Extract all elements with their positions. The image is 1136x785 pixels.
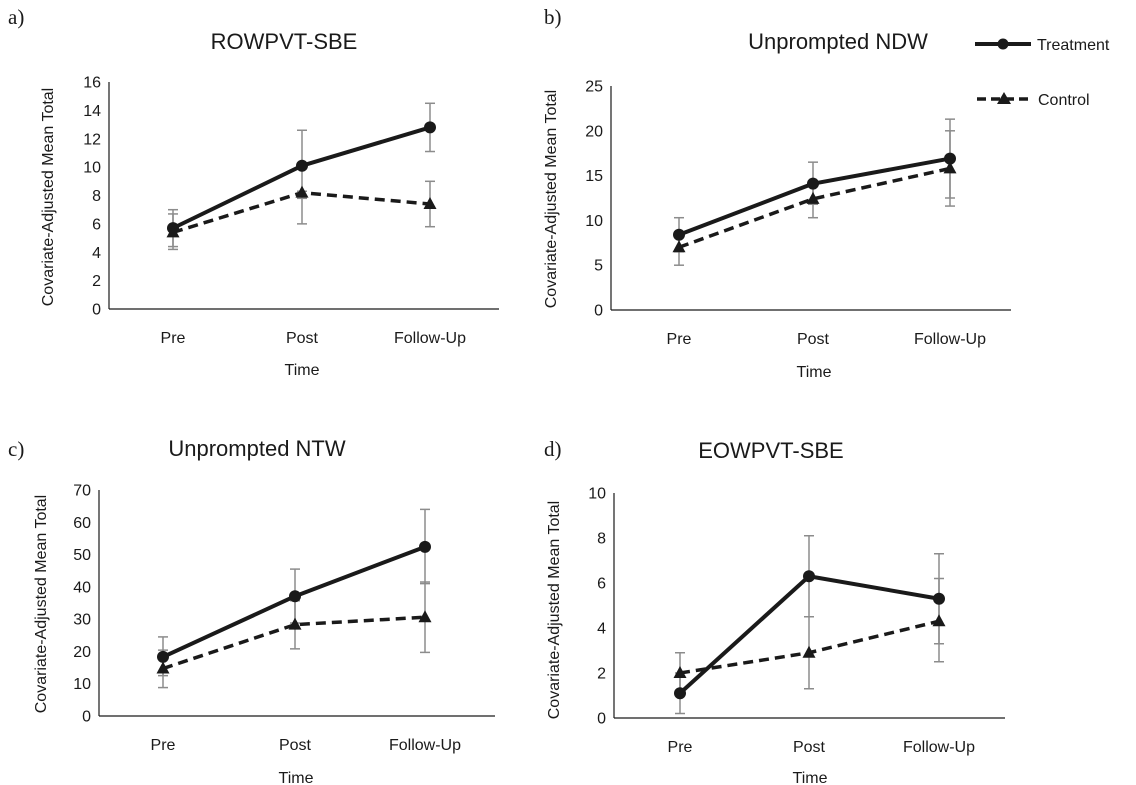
panel-c-control-point: [418, 610, 432, 623]
panel-b-y-axis-title: Covariate-Adjusted Mean Total: [543, 90, 560, 309]
panel-b-treatment-point: [944, 152, 956, 165]
panel-a-treatment-point: [296, 159, 308, 172]
panel-c: c) Unprompted NTW Covariate-Adjusted Mea…: [8, 436, 495, 785]
panel-a-x-axis-title: Time: [285, 362, 320, 379]
panel-b-y-tick-label: 15: [585, 168, 603, 185]
panel-c-control-point: [288, 617, 302, 630]
panel-b-y-tick-label: 5: [594, 258, 603, 275]
legend-treatment-marker: [997, 38, 1009, 50]
panel-c-control-line: [162, 615, 426, 671]
panel-a-y-tick-label: 14: [83, 103, 101, 120]
panel-c-y-tick-label: 0: [82, 709, 91, 726]
panel-d-title: EOWPVT-SBE: [698, 438, 843, 463]
panel-b-x-tick-label: Post: [797, 331, 830, 348]
legend: Treatment Control: [975, 37, 1110, 109]
panel-a-x-tick-label: Pre: [161, 330, 186, 347]
panel-d-y-tick-label: 6: [597, 576, 606, 593]
panel-b-x-axis-title: Time: [797, 364, 832, 381]
panel-b-y-tick-label: 25: [585, 79, 603, 96]
panel-a-y-tick-label: 8: [92, 188, 101, 205]
panel-a: a) ROWPVT-SBE Covariate-Adjusted Mean To…: [8, 5, 499, 379]
panel-c-y-tick-label: 20: [73, 644, 91, 661]
panel-b-y-tick-label: 10: [585, 213, 603, 230]
legend-control-marker: [997, 92, 1011, 104]
panel-a-control-point: [166, 225, 180, 238]
panel-d-plot: 0 2 4 6 8 10 Pre Post Follow-Up: [588, 486, 1005, 756]
panel-d-y-tick-label: 8: [597, 531, 606, 548]
panel-d-y-tick-label: 0: [597, 711, 606, 728]
panel-d-x-tick-label: Follow-Up: [903, 739, 975, 756]
panel-a-control-point: [295, 185, 309, 198]
panel-a-y-tick-label: 16: [83, 75, 101, 92]
panel-a-x-tick-label: Post: [286, 330, 319, 347]
panel-c-label: c): [8, 437, 24, 461]
panel-b-control-point: [806, 191, 820, 204]
panel-d-y-tick-label: 4: [597, 621, 606, 638]
panel-d-y-tick-label: 10: [588, 486, 606, 503]
panel-b-control-point: [943, 161, 957, 174]
panel-d-x-tick-label: Post: [793, 739, 826, 756]
legend-treatment-label: Treatment: [1037, 37, 1110, 54]
panel-c-treatment-point: [157, 650, 169, 663]
panel-c-plot: 0 10 20 30 40 50 60 70 Pre Post Follow-Up: [73, 483, 495, 754]
legend-control-label: Control: [1038, 92, 1090, 109]
panel-c-y-tick-label: 50: [73, 547, 91, 564]
panel-c-y-tick-label: 40: [73, 579, 91, 596]
panel-d-treatment-point: [803, 570, 815, 583]
panel-c-y-tick-label: 10: [73, 676, 91, 693]
panel-a-x-tick-label: Follow-Up: [394, 330, 466, 347]
panel-b-title: Unprompted NDW: [748, 29, 928, 54]
panel-c-x-tick-label: Post: [279, 737, 312, 754]
panel-d-label: d): [544, 437, 562, 461]
panel-b-y-tick-label: 0: [594, 303, 603, 320]
panel-c-y-tick-label: 70: [73, 483, 91, 500]
panel-c-treatment-point: [419, 540, 431, 553]
panel-d-treatment-point: [933, 592, 945, 605]
panel-b-control-point: [672, 240, 686, 253]
panel-d: d) EOWPVT-SBE Covariate-Adjusted Mean To…: [544, 437, 1005, 785]
panel-a-y-tick-label: 4: [92, 245, 101, 262]
panel-b-x-tick-label: Follow-Up: [914, 331, 986, 348]
panel-c-title: Unprompted NTW: [168, 436, 346, 461]
panel-b: b) Unprompted NDW Covariate-Adjusted Mea…: [543, 5, 1011, 381]
panel-d-y-tick-label: 2: [597, 666, 606, 683]
panel-d-x-tick-label: Pre: [668, 739, 693, 756]
panel-a-y-tick-label: 0: [92, 302, 101, 319]
panel-c-y-tick-label: 60: [73, 515, 91, 532]
panel-c-treatment-point: [289, 590, 301, 603]
panel-c-y-axis-title: Covariate-Adjusted Mean Total: [33, 495, 50, 714]
panel-d-treatment-point: [674, 687, 686, 700]
panel-c-x-tick-label: Pre: [151, 737, 176, 754]
panel-b-treatment-point: [673, 228, 685, 241]
panel-a-y-tick-label: 6: [92, 216, 101, 233]
panel-d-control-point: [673, 666, 687, 678]
panel-c-control-point: [156, 661, 170, 674]
panel-d-y-axis-title: Covariate-Adjusted Mean Total: [546, 501, 563, 720]
panel-b-label: b): [544, 5, 562, 29]
panel-b-plot: 0 5 10 15 20 25 Pre Post Follow-Up: [585, 79, 1011, 348]
panel-b-y-tick-label: 20: [585, 123, 603, 140]
panel-a-label: a): [8, 5, 24, 29]
panel-a-control-point: [423, 197, 437, 210]
panel-a-y-tick-label: 10: [83, 160, 101, 177]
panel-d-control-point: [932, 614, 946, 627]
panel-b-x-tick-label: Pre: [667, 331, 692, 348]
panel-d-x-axis-title: Time: [793, 770, 828, 785]
panel-c-x-axis-title: Time: [279, 770, 314, 785]
panel-c-x-tick-label: Follow-Up: [389, 737, 461, 754]
panel-c-y-tick-label: 30: [73, 612, 91, 629]
panel-d-control-point: [802, 645, 816, 658]
panel-a-title: ROWPVT-SBE: [211, 29, 358, 54]
panel-a-plot: 0 2 4 6 8 10 12 14 16 Pre Post Follow-Up: [83, 75, 499, 347]
panel-a-y-tick-label: 12: [83, 131, 101, 148]
panel-a-y-tick-label: 2: [92, 273, 101, 290]
panel-b-treatment-point: [807, 177, 819, 190]
panel-a-treatment-point: [424, 121, 436, 134]
panel-a-y-axis-title: Covariate-Adjusted Mean Total: [40, 88, 57, 307]
